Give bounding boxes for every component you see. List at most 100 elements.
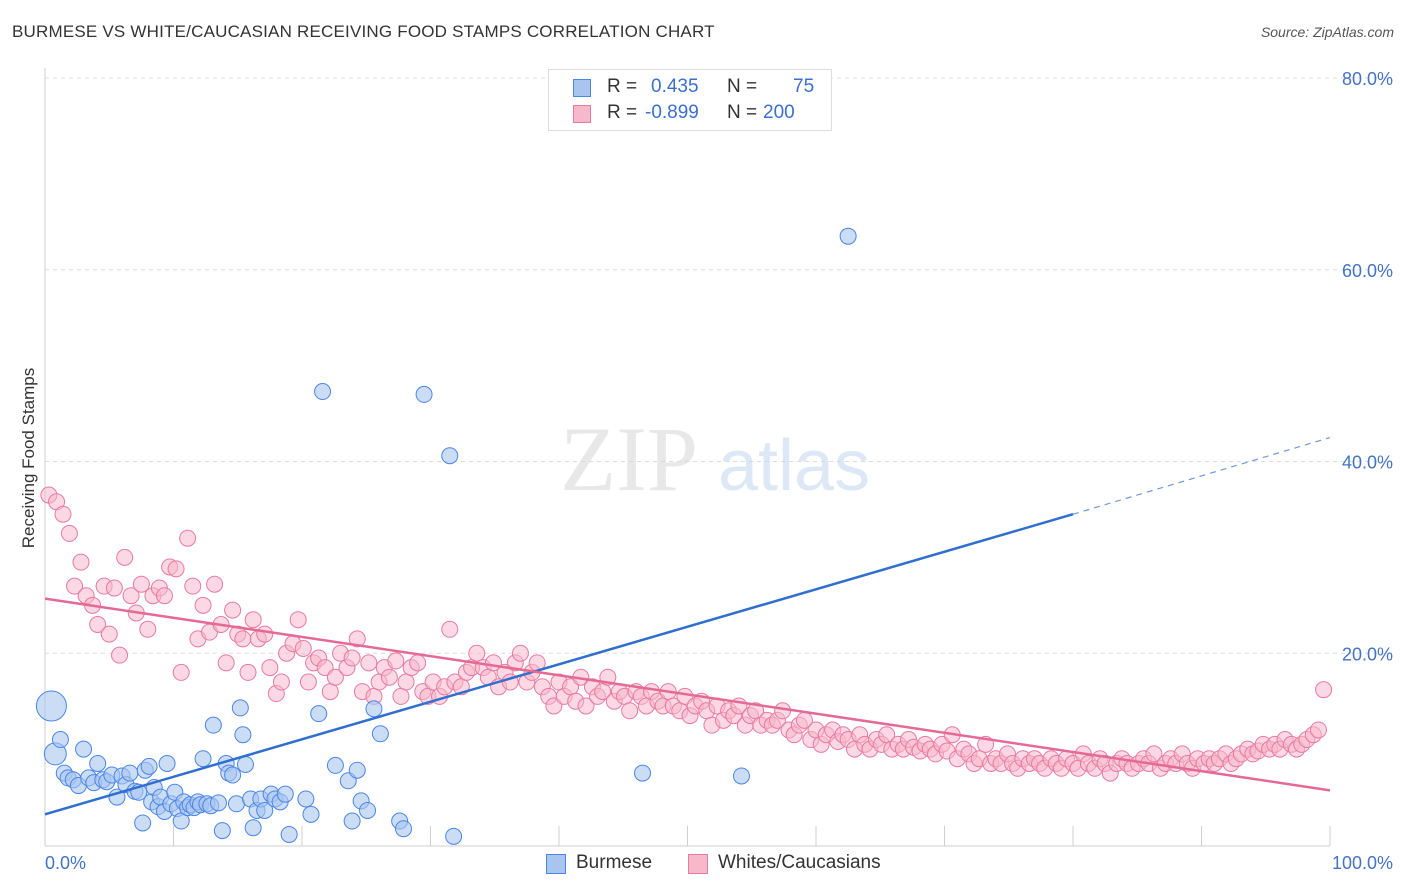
burmese-swatch [546,854,566,874]
white-caucasian-point [441,620,459,638]
burmese-point [89,755,107,773]
white-caucasian-trend-line [44,597,1331,792]
watermark: ZIP atlas [560,408,870,510]
burmese-point [634,764,652,782]
burmese-point [314,383,332,401]
burmese-point [236,755,254,773]
white-caucasian-point [326,668,344,686]
burmese-point [244,819,262,837]
burmese-point [140,757,158,775]
white-caucasian-point [72,553,90,571]
white-caucasian-point [392,687,410,705]
legend-r-value: -0.899 [645,102,699,123]
burmese-point [35,690,67,722]
watermark-atlas: atlas [718,426,870,506]
white-caucasian-point [1315,681,1333,699]
white-caucasian-point [360,654,378,672]
white-caucasian-point [224,601,242,619]
legend-r-label: R = [607,102,638,123]
legend-r-label: R = [607,76,638,97]
watermark-zip: ZIP [560,408,698,510]
white-caucasian-points [40,486,1333,782]
white-caucasian-point [89,615,107,633]
burmese-point [158,755,176,773]
white-caucasian-point [343,649,361,667]
burmese-point [256,801,274,819]
white-caucasian-point [380,668,398,686]
white-caucasian-point [217,654,235,672]
burmese-point [371,725,389,743]
tick-labels: 20.0% 40.0% 60.0% 80.0% 0.0% 100.0% [45,69,1393,873]
whites-swatch [688,854,708,874]
burmese-point [209,794,227,812]
x-tick-label: 0.0% [45,853,86,873]
trend-lines [44,436,1331,816]
white-caucasian-point [511,644,529,662]
white-caucasian-point [184,577,202,595]
burmese-point [310,705,328,723]
white-caucasian-point [54,505,72,523]
white-caucasian-point [409,654,427,672]
legend-n-label: N = [727,102,758,123]
burmese-point [732,767,750,785]
white-caucasian-point [468,644,486,662]
burmese-trend-line [44,513,1074,816]
white-caucasian-point [1145,745,1163,763]
burmese-point [445,827,463,845]
white-caucasian-point [167,560,185,578]
burmese-point [839,227,857,245]
white-caucasian-point [348,630,366,648]
burmese-point [134,814,152,832]
x-tick-label: 100.0% [1332,853,1393,873]
white-caucasian-point [132,575,150,593]
burmese-point [231,699,249,717]
white-caucasian-point [256,625,274,643]
burmese-point [365,700,383,718]
white-caucasian-point [621,702,639,720]
white-caucasian-point [272,673,290,691]
white-caucasian-point [774,702,792,720]
white-caucasian-point [1309,721,1327,739]
burmese-point [194,750,212,768]
white-caucasian-point [100,625,118,643]
y-tick-label: 60.0% [1342,261,1393,281]
chart-title: BURMESE VS WHITE/CAUCASIAN RECEIVING FOO… [12,22,715,41]
y-axis-label: Receiving Food Stamps [19,368,38,548]
burmese-point [343,812,361,830]
white-caucasian-point [206,575,224,593]
white-caucasian-point [387,652,405,670]
white-caucasian-point [194,596,212,614]
white-caucasian-point [234,630,252,648]
white-caucasian-point [60,524,78,542]
white-caucasian-point [321,683,339,701]
whites-legend-label: Whites/Caucasians [718,852,881,873]
white-caucasian-point [111,646,129,664]
legend-n-value: 75 [793,76,815,97]
burmese-point [297,790,315,808]
legend-n-value: 200 [763,102,795,123]
white-caucasian-point [289,611,307,629]
white-caucasian-point [397,673,415,691]
white-caucasian-point [294,639,312,657]
burmese-point [276,785,294,803]
white-caucasian-point [577,697,595,715]
burmese-point [326,756,344,774]
white-caucasian-point [139,620,157,638]
white-caucasian-point [122,587,140,605]
white-caucasian-point [299,673,317,691]
y-tick-label: 40.0% [1342,453,1393,473]
burmese-legend-label: Burmese [576,852,653,873]
burmese-point [234,726,252,744]
whites-swatch [573,105,591,123]
white-caucasian-point [179,529,197,547]
gridlines [44,77,1392,846]
burmese-point [75,740,93,758]
burmese-swatch [573,79,591,97]
white-caucasian-point [116,548,134,566]
burmese-point [441,447,459,465]
burmese-point [204,716,222,734]
white-caucasian-point [261,659,279,677]
white-caucasian-point [244,611,262,629]
stats-legend: R = 0.435 N = 75 R = -0.899 N = 200 [548,69,832,131]
